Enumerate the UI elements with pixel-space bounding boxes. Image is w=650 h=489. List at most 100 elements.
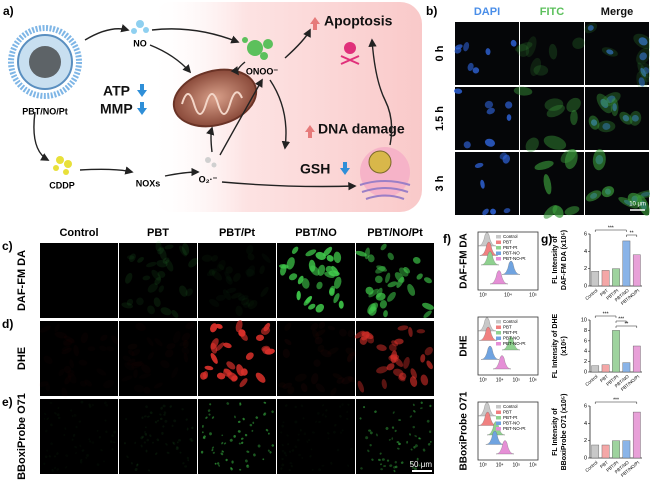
- cell: [271, 410, 274, 414]
- cell: [486, 107, 495, 115]
- background: [150, 2, 422, 212]
- cell: [376, 344, 387, 351]
- cell: [129, 253, 136, 263]
- cell: [379, 463, 383, 466]
- x-tick-label: 10⁶: [529, 462, 537, 468]
- cell: [386, 459, 390, 462]
- legend-label: PBT-NO-Pt: [503, 426, 526, 431]
- cell: [206, 268, 218, 277]
- cell: [333, 293, 340, 304]
- cell: [308, 439, 311, 441]
- cell: [639, 52, 647, 61]
- micrograph: [277, 321, 355, 396]
- cell: [485, 48, 491, 56]
- cell: [247, 299, 258, 310]
- cell: [416, 457, 419, 461]
- cell: [640, 63, 650, 79]
- cell: [136, 463, 139, 467]
- cell: [74, 445, 78, 449]
- cell: [612, 103, 617, 112]
- cell: [280, 467, 283, 470]
- cell: [370, 302, 379, 312]
- cell: [381, 458, 385, 461]
- cell: [79, 458, 83, 462]
- noxs-label: NOXs: [136, 178, 161, 188]
- cell: [165, 443, 168, 446]
- cell: [281, 457, 284, 461]
- y-tick-label: 8: [584, 328, 587, 334]
- cell: [189, 438, 193, 441]
- cell: [570, 110, 578, 126]
- cell: [54, 412, 57, 415]
- cell: [143, 441, 147, 444]
- cell: [429, 404, 432, 408]
- histogram-ridge: [479, 241, 498, 256]
- cell: [57, 407, 60, 410]
- column-header: PBT/Pt: [219, 227, 255, 239]
- cell: [392, 411, 395, 414]
- micrograph: [40, 321, 118, 396]
- micrograph: [40, 399, 118, 474]
- legend-swatch: [496, 325, 501, 329]
- row-label: DAF-FM DA: [16, 250, 28, 311]
- cell: [369, 443, 372, 447]
- cell: [236, 364, 244, 377]
- cell: [223, 442, 227, 445]
- cell: [420, 401, 423, 404]
- arrow: [149, 44, 192, 74]
- cell: [360, 467, 363, 470]
- cell: [282, 382, 293, 389]
- cell: [159, 247, 167, 261]
- significance-label: ***: [603, 311, 609, 317]
- row-label: DHE: [16, 347, 28, 370]
- cell: [414, 435, 418, 438]
- cell: [281, 424, 284, 428]
- plot-frame: [477, 231, 539, 291]
- panel-label: a): [3, 4, 14, 18]
- cell: [416, 273, 423, 280]
- cell: [160, 307, 172, 316]
- significance-bracket: [594, 229, 627, 232]
- cell: [287, 443, 290, 446]
- cell: [294, 420, 298, 424]
- cell: [310, 265, 320, 276]
- cell: [336, 377, 345, 384]
- cell: [588, 115, 600, 130]
- cell: [376, 265, 388, 272]
- cell: [184, 465, 188, 468]
- bar: [612, 268, 620, 287]
- arrow: [284, 28, 311, 59]
- bar: [632, 411, 641, 459]
- cell: [144, 426, 147, 429]
- cell: [564, 206, 580, 216]
- cell: [263, 413, 266, 416]
- x-tick-label: Control: [584, 288, 598, 301]
- cell: [515, 42, 533, 52]
- cell: [638, 37, 648, 46]
- cell: [472, 67, 480, 74]
- cell: [398, 442, 401, 446]
- cell: [121, 302, 133, 309]
- cell: [516, 44, 530, 57]
- legend-swatch: [496, 235, 501, 239]
- cell: [412, 403, 415, 407]
- cell: [333, 251, 342, 264]
- cell: [385, 427, 389, 430]
- cell: [326, 432, 330, 435]
- cell: [409, 415, 413, 418]
- arrow: [79, 166, 134, 175]
- cell: [201, 431, 204, 434]
- cell: [230, 467, 233, 470]
- row-label: 0 h: [434, 45, 446, 61]
- significance-label: **: [624, 321, 628, 327]
- cell: [171, 424, 174, 428]
- cell: [209, 432, 212, 436]
- cell: [364, 247, 370, 260]
- legend-label: PBT-NO: [503, 251, 520, 256]
- cell: [245, 459, 248, 463]
- column-header: FITC: [540, 6, 564, 18]
- legend-swatch: [496, 246, 501, 250]
- histogram-ridge: [495, 440, 515, 455]
- cell: [136, 297, 144, 306]
- cell: [166, 451, 170, 454]
